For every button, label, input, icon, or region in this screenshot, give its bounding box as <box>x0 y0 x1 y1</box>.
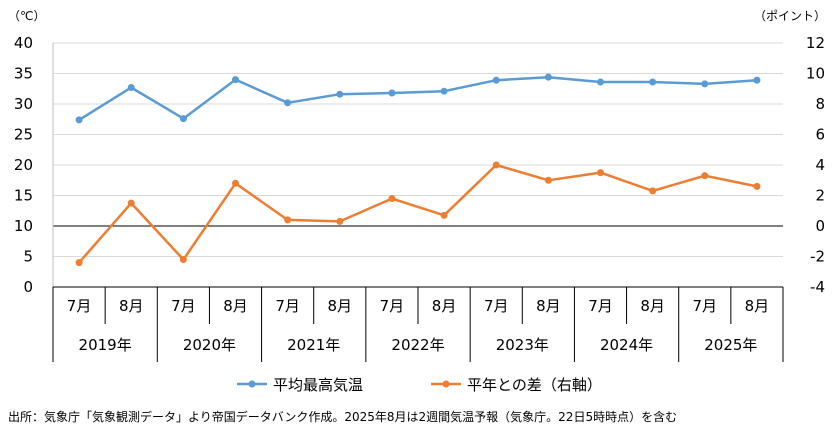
data-point <box>440 211 448 219</box>
right-tick-label: 10 <box>806 65 825 83</box>
year-label: 2024年 <box>600 336 653 354</box>
month-label: 8月 <box>536 297 561 315</box>
left-tick-label: 20 <box>14 156 33 174</box>
month-label: 8月 <box>223 297 248 315</box>
right-axis-ticks: -4 -2 0 2 4 6 8 10 12 <box>806 34 825 296</box>
series-1 <box>75 73 761 124</box>
data-point <box>284 216 292 224</box>
category-axis: 7月 8月 7月 8月 7月 8月 7月 8月 7月 8月 7月 8月 7月 8月 2019年 2020年 20… <box>52 287 784 362</box>
data-point <box>127 199 135 207</box>
data-point <box>388 89 396 97</box>
data-point <box>179 256 187 264</box>
right-tick-label: 0 <box>815 217 825 235</box>
data-point <box>127 84 135 92</box>
left-tick-label: 40 <box>14 34 33 52</box>
left-tick-label: 0 <box>23 278 33 296</box>
month-label: 8月 <box>432 297 457 315</box>
year-label: 2022年 <box>391 336 444 354</box>
left-tick-label: 35 <box>14 65 33 83</box>
data-point <box>492 161 500 169</box>
data-point <box>232 179 239 187</box>
left-tick-label: 15 <box>14 187 33 205</box>
month-label: 7月 <box>693 297 718 315</box>
month-label: 7月 <box>588 297 613 315</box>
year-label: 2021年 <box>287 336 340 354</box>
legend-swatch-marker <box>248 380 256 388</box>
left-tick-label: 10 <box>14 217 33 235</box>
series <box>75 73 761 267</box>
legend: 平均最高気温 平年との差（右軸） <box>237 376 602 394</box>
right-tick-label: -4 <box>810 278 825 296</box>
data-point <box>649 187 657 195</box>
right-tick-label: 2 <box>815 187 825 205</box>
year-label: 2023年 <box>496 336 549 354</box>
legend-swatch-marker <box>442 380 450 388</box>
right-tick-label: 4 <box>815 156 825 174</box>
data-point <box>75 116 83 124</box>
data-point <box>649 78 657 86</box>
month-label: 8月 <box>119 297 144 315</box>
data-point <box>597 169 604 177</box>
month-label: 7月 <box>484 297 509 315</box>
left-axis-unit: （℃） <box>8 9 45 23</box>
month-label: 8月 <box>640 297 665 315</box>
left-tick-label: 5 <box>23 248 33 266</box>
month-label: 7月 <box>67 297 92 315</box>
series-line <box>78 75 757 121</box>
data-point <box>544 73 552 81</box>
data-point <box>701 172 709 180</box>
month-label: 7月 <box>171 297 196 315</box>
data-point <box>753 76 761 84</box>
legend-label: 平年との差（右軸） <box>467 376 602 394</box>
month-label: 8月 <box>328 297 353 315</box>
data-point <box>701 80 709 88</box>
right-axis-unit: （ポイント） <box>754 9 826 23</box>
right-tick-label: 12 <box>806 34 825 52</box>
series-2 <box>75 161 761 267</box>
right-tick-label: 6 <box>815 126 825 144</box>
right-tick-label: 8 <box>815 95 825 113</box>
left-tick-label: 30 <box>14 95 33 113</box>
data-point <box>232 76 239 84</box>
year-label: 2025年 <box>704 336 757 354</box>
left-tick-label: 25 <box>14 126 33 144</box>
data-point <box>336 90 344 98</box>
data-point <box>544 176 552 184</box>
month-label: 7月 <box>380 297 405 315</box>
data-point <box>75 259 83 267</box>
year-label: 2020年 <box>183 336 236 354</box>
data-point <box>597 78 604 86</box>
data-point <box>388 195 396 203</box>
month-label: 7月 <box>275 297 300 315</box>
legend-label: 平均最高気温 <box>273 376 363 394</box>
data-point <box>440 87 448 95</box>
month-label: 8月 <box>745 297 770 315</box>
data-point <box>336 217 344 225</box>
gridlines <box>53 42 783 257</box>
series-line <box>78 163 758 264</box>
data-point <box>492 76 500 84</box>
right-tick-label: -2 <box>810 248 825 266</box>
left-axis-ticks: 0 5 10 15 20 25 30 35 40 <box>14 34 33 296</box>
source-note: 出所：気象庁「気象観測データ」より帝国データバンク作成。2025年8月は2週間気… <box>8 409 677 424</box>
year-label: 2019年 <box>79 336 132 354</box>
data-point <box>284 99 292 107</box>
data-point <box>179 115 187 123</box>
data-point <box>753 182 761 190</box>
